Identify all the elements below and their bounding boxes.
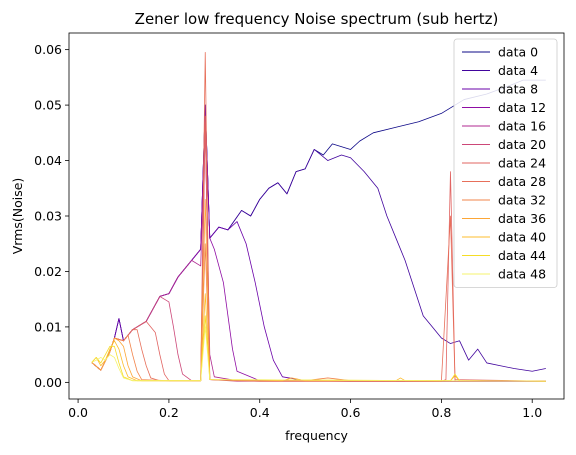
y-axis: 0.00 0.01 0.02 0.03 0.04 0.05 0.06 — [34, 42, 69, 390]
x-tick-label: 0.4 — [250, 405, 270, 420]
x-tick-label: 0.6 — [341, 405, 361, 420]
legend-label: data 40 — [498, 230, 546, 245]
legend-label: data 0 — [498, 45, 538, 60]
y-tick-label: 0.01 — [34, 319, 62, 334]
series-line-12 — [91, 326, 546, 382]
legend-label: data 12 — [498, 100, 546, 115]
x-tick-label: 0.2 — [159, 405, 179, 420]
x-axis-label: frequency — [285, 428, 348, 443]
y-tick-label: 0.02 — [34, 264, 62, 279]
x-tick-label: 1.0 — [522, 405, 542, 420]
x-tick-label: 0.8 — [431, 405, 451, 420]
series-line-10 — [91, 293, 546, 382]
y-tick-label: 0.04 — [34, 153, 62, 168]
chart-title: Zener low frequency Noise spectrum (sub … — [135, 10, 499, 28]
legend-label: data 32 — [498, 193, 546, 208]
series-lines — [91, 52, 546, 382]
y-tick-label: 0.03 — [34, 209, 62, 224]
legend-label: data 28 — [498, 174, 546, 189]
series-line-2 — [91, 104, 546, 382]
legend-label: data 44 — [498, 248, 546, 263]
y-tick-label: 0.00 — [34, 375, 62, 390]
y-axis-label: Vrms(Noise) — [10, 178, 25, 255]
legend-box — [453, 38, 558, 288]
legend-label: data 16 — [498, 119, 546, 134]
legend-label: data 48 — [498, 267, 546, 282]
legend-label: data 4 — [498, 63, 538, 78]
legend-label: data 24 — [498, 156, 546, 171]
legend: data 0 data 4 data 8 data 12 data 16 data 20 d… — [453, 38, 558, 288]
legend-label: data 8 — [498, 82, 538, 97]
x-tick-label: 0.0 — [68, 405, 88, 420]
legend-label: data 20 — [498, 137, 546, 152]
y-tick-label: 0.06 — [34, 42, 62, 57]
y-tick-label: 0.05 — [34, 98, 62, 113]
series-line-11 — [91, 315, 546, 382]
legend-label: data 36 — [498, 211, 546, 226]
x-axis: 0.0 0.2 0.4 0.6 0.8 1.0 — [68, 399, 542, 420]
